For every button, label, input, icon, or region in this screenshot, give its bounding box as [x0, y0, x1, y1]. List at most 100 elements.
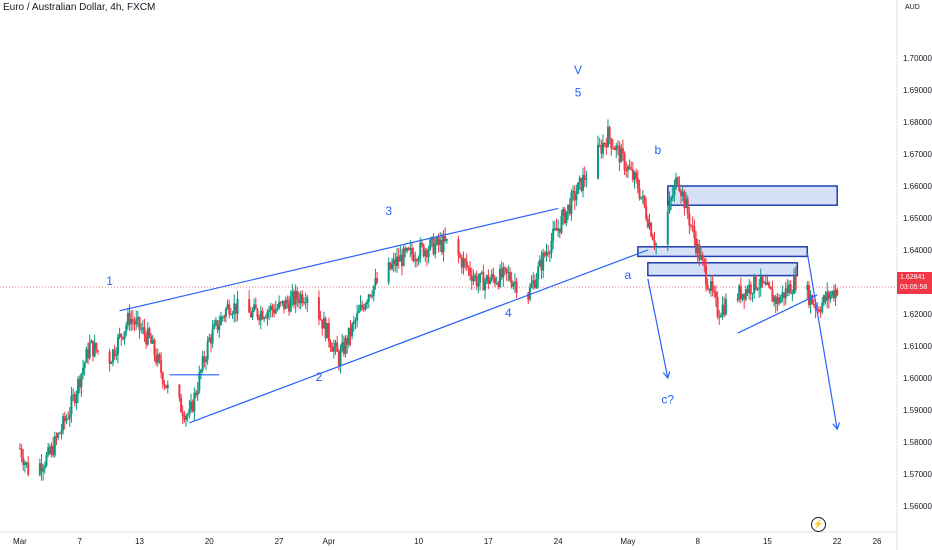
candle-body	[459, 254, 462, 258]
candle-body	[424, 250, 427, 257]
candle-body	[389, 262, 392, 269]
candle-body	[748, 284, 751, 294]
candle-body	[249, 312, 252, 318]
trend-line	[189, 249, 649, 424]
candle-body	[155, 355, 158, 363]
candle-body	[136, 317, 139, 320]
candle-body	[635, 172, 638, 179]
x-tick-label: May	[620, 537, 635, 546]
candle-body	[826, 291, 829, 301]
candle-body	[836, 289, 839, 296]
candle-body	[266, 311, 269, 318]
candle-body	[537, 266, 540, 280]
candle-body	[115, 354, 118, 356]
candle-body	[399, 254, 402, 262]
candle-body	[806, 284, 809, 290]
candle-body	[387, 262, 390, 283]
candle-body	[427, 249, 430, 258]
candle-body	[135, 319, 138, 325]
candle-body	[666, 211, 669, 245]
candle-body	[359, 304, 362, 311]
candle-body	[681, 191, 684, 197]
candle-body	[110, 362, 113, 364]
candle-body	[763, 282, 766, 284]
candle-body	[231, 313, 234, 315]
candle-body	[349, 327, 352, 337]
candle-body	[683, 191, 686, 208]
candle-body	[128, 312, 131, 325]
candle-body	[819, 311, 822, 313]
candle-body	[749, 284, 752, 294]
candle-body	[88, 342, 91, 358]
candle-body	[97, 350, 100, 352]
candle-body	[507, 272, 510, 274]
candle-body	[118, 333, 121, 337]
candle-body	[116, 336, 119, 355]
candle-body	[131, 319, 134, 322]
candle-body	[405, 247, 408, 252]
candle-body	[445, 238, 448, 241]
candle-body	[698, 244, 701, 260]
candle-body	[636, 178, 639, 189]
lightning-icon[interactable]: ⚡	[811, 517, 826, 532]
candle-body	[621, 148, 624, 154]
candle-body	[776, 297, 779, 305]
candle-body	[145, 335, 148, 345]
candle-body	[133, 321, 136, 325]
candle-body	[761, 275, 764, 284]
candle-body	[228, 304, 231, 314]
candle-body	[774, 296, 777, 305]
candle-body	[623, 153, 626, 171]
candle-body	[410, 247, 413, 255]
candle-body	[585, 178, 588, 180]
y-tick-label: 1.66000	[903, 182, 932, 191]
candle-body	[492, 274, 495, 278]
candle-body	[675, 177, 678, 185]
candle-body	[354, 320, 357, 322]
candle-body	[25, 462, 28, 464]
candle-body	[362, 307, 365, 310]
supply-zones	[637, 185, 838, 277]
candle-body	[181, 412, 184, 417]
candle-body	[417, 258, 420, 262]
last-price-value: 1.62841	[900, 274, 926, 281]
candle-body	[188, 408, 191, 415]
candle-body	[364, 304, 367, 310]
candle-body	[626, 166, 629, 171]
candle-body	[758, 287, 761, 289]
candle-body	[598, 144, 601, 146]
candle-body	[394, 259, 397, 266]
candle-body	[435, 237, 438, 245]
candle-body	[344, 338, 347, 354]
arrow-head	[662, 371, 671, 380]
candle-body	[555, 228, 558, 231]
candle-body	[746, 289, 749, 294]
candle-body	[693, 226, 696, 239]
candle-body	[465, 261, 468, 267]
candle-body	[474, 275, 477, 278]
candle-body	[47, 447, 50, 455]
candle-body	[219, 316, 222, 325]
candle-body	[723, 304, 726, 315]
candle-body	[512, 283, 515, 287]
candle-body	[479, 273, 482, 283]
candle-body	[508, 272, 511, 281]
candle-body	[209, 337, 212, 344]
candle-body	[487, 275, 490, 284]
candle-body	[407, 247, 410, 250]
candle-body	[646, 218, 649, 228]
candle-body	[475, 275, 478, 287]
candle-body	[141, 327, 144, 330]
candle-body	[22, 457, 25, 466]
candle-body	[264, 317, 267, 319]
candle-body	[366, 301, 369, 305]
candle-body	[530, 284, 533, 288]
candle-body	[822, 295, 825, 303]
candle-body	[498, 268, 501, 287]
candle-body	[563, 209, 566, 224]
candle-body	[123, 331, 126, 340]
candle-body	[783, 292, 786, 299]
candle-body	[72, 394, 75, 396]
candle-body	[573, 190, 576, 201]
